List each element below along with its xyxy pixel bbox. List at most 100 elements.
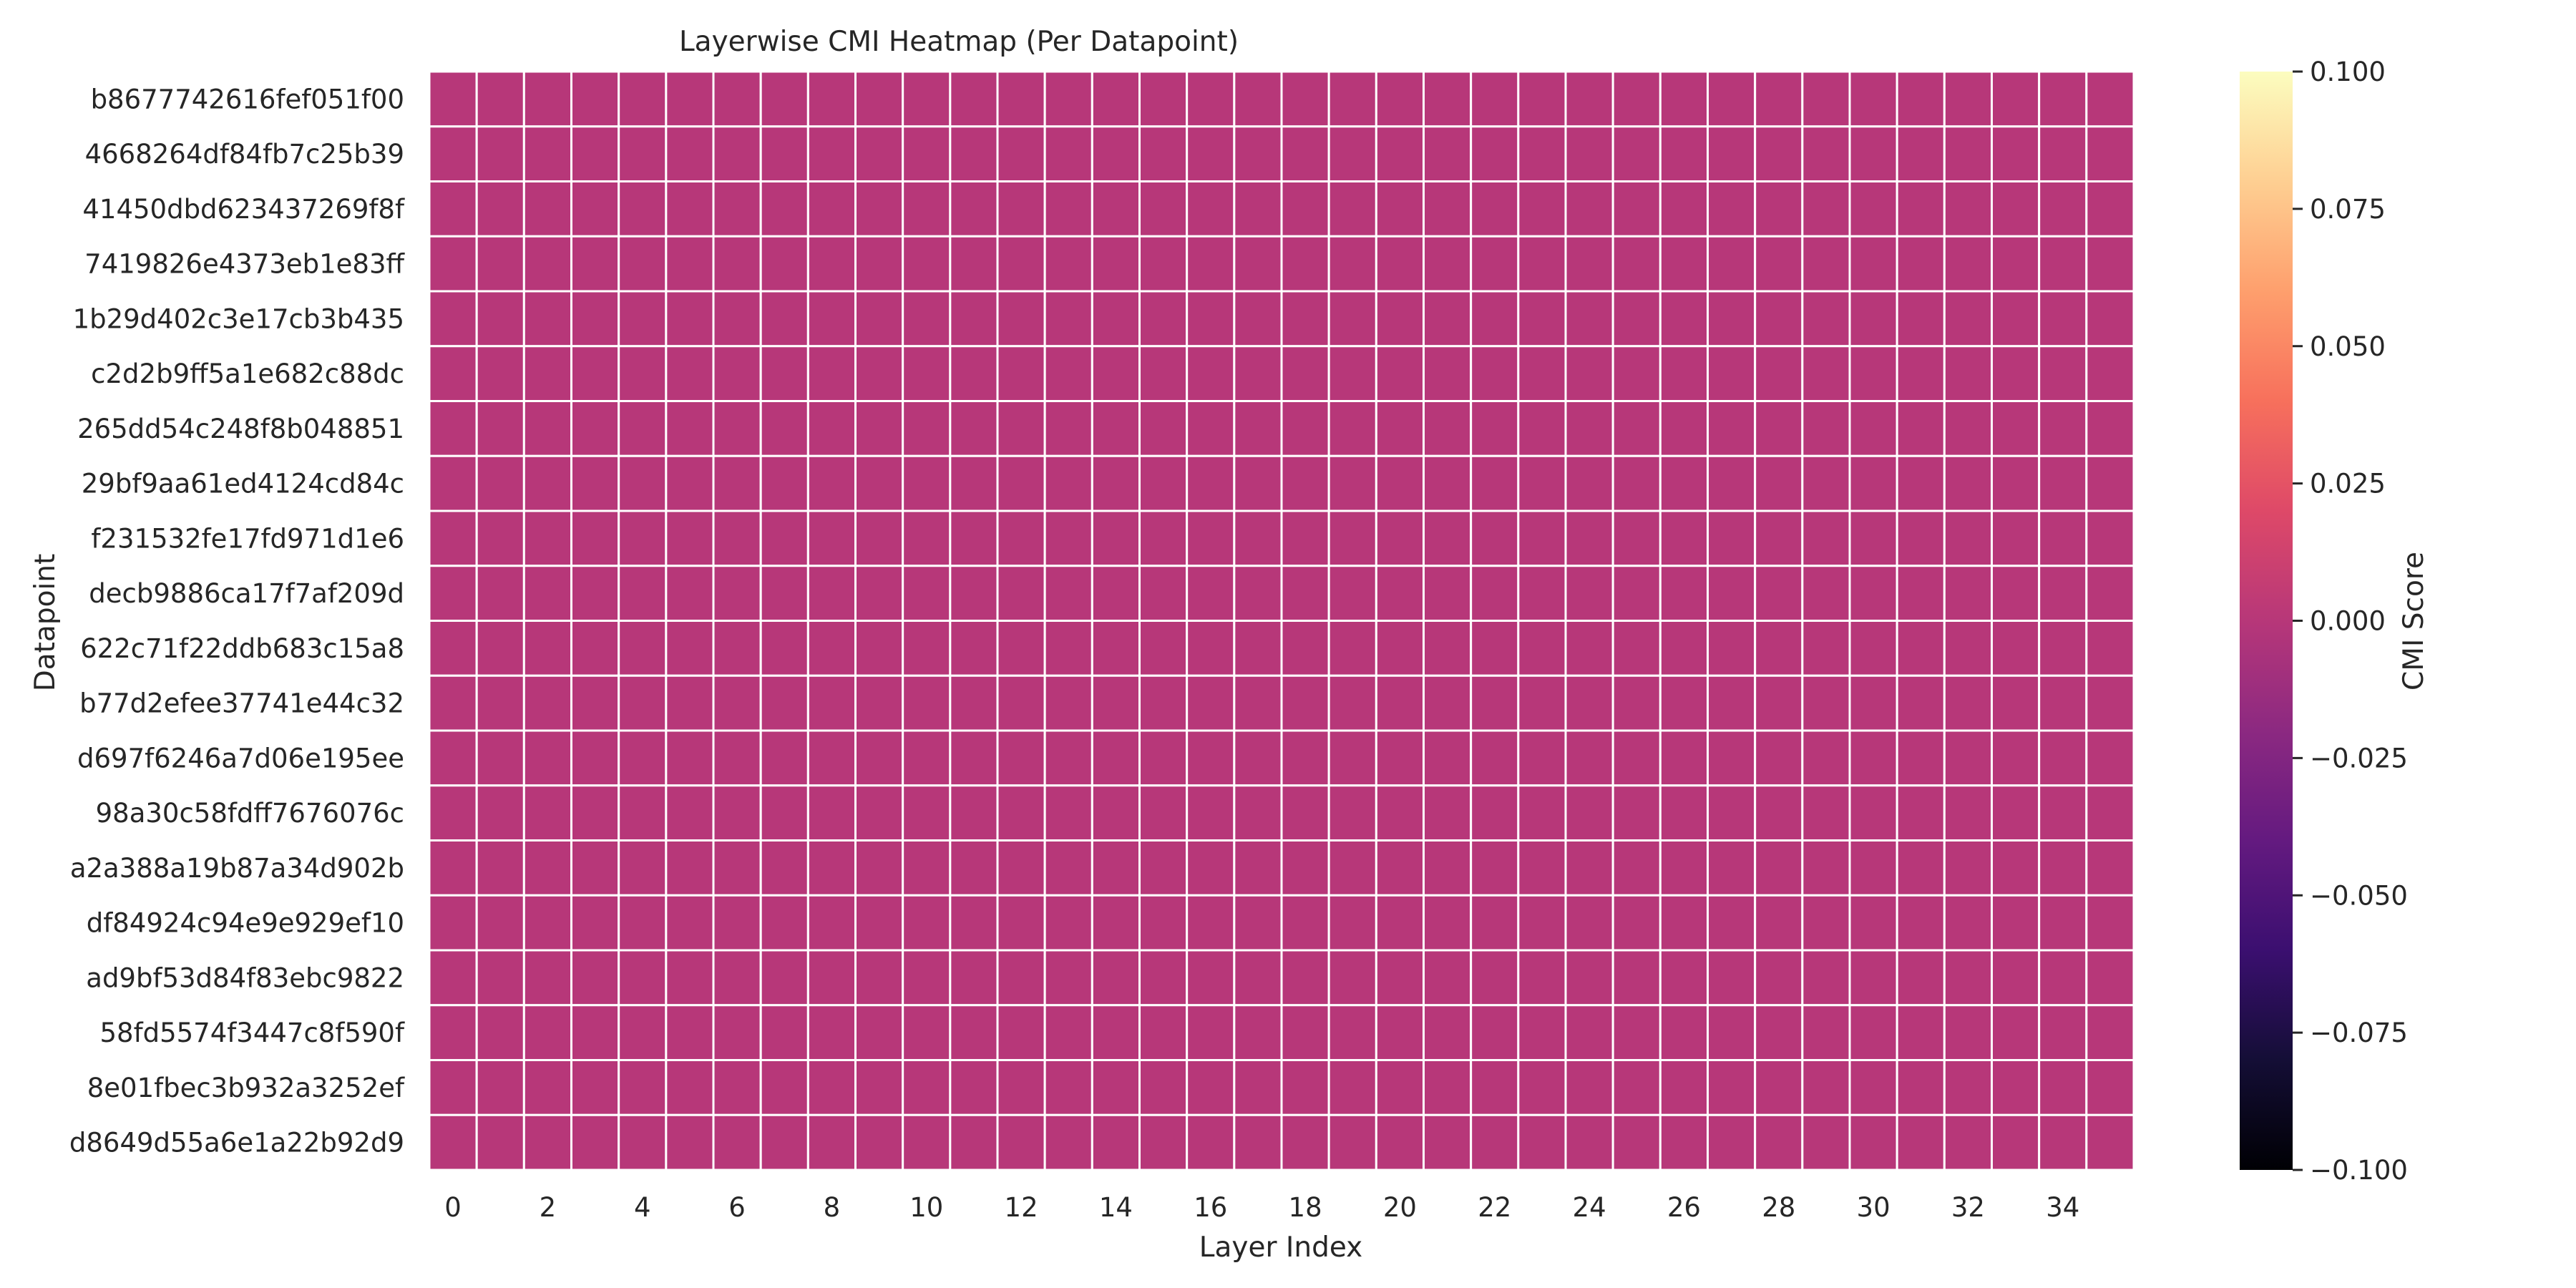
heatmap-cell: [1470, 894, 1520, 952]
heatmap-cell: [712, 180, 762, 238]
y-tick-label: 8e01fbec3b932a3252ef: [87, 1073, 405, 1103]
heatmap-cell: [1517, 1059, 1567, 1116]
heatmap-cell: [1564, 180, 1614, 238]
heatmap-cell: [570, 454, 620, 512]
heatmap-cell: [2038, 454, 2088, 512]
heatmap-cell: [1943, 70, 1993, 128]
heatmap-cell: [1138, 894, 1189, 952]
heatmap-cell: [522, 1059, 572, 1116]
heatmap-cell: [2038, 125, 2088, 182]
heatmap-cell: [1801, 235, 1851, 293]
heatmap-cell: [1517, 949, 1567, 1007]
heatmap-cell: [475, 620, 525, 677]
heatmap-cell: [2038, 565, 2088, 622]
heatmap-cell: [570, 235, 620, 293]
heatmap-cell: [1801, 784, 1851, 841]
heatmap-cell: [806, 729, 857, 787]
heatmap-cell: [1233, 345, 1283, 402]
heatmap-cell: [996, 1113, 1046, 1171]
heatmap-cell: [665, 949, 715, 1007]
heatmap-cell: [1659, 454, 1709, 512]
heatmap-cell: [1564, 1113, 1614, 1171]
heatmap-cell: [618, 565, 668, 622]
heatmap-cell: [1280, 565, 1330, 622]
x-tick-label: 12: [1005, 1192, 1038, 1223]
heatmap-cell: [1043, 454, 1093, 512]
heatmap-cell: [1423, 125, 1473, 182]
heatmap-cell: [665, 784, 715, 841]
colorbar-tick-label: −0.025: [2310, 743, 2408, 774]
heatmap-cell: [1517, 565, 1567, 622]
heatmap-cell: [1470, 1113, 1520, 1171]
heatmap-cell: [996, 620, 1046, 677]
heatmap-cell: [1991, 400, 2041, 457]
heatmap-cell: [1423, 674, 1473, 732]
heatmap-cell: [2038, 509, 2088, 567]
heatmap-cell: [1327, 729, 1377, 787]
y-tick-label: 58fd5574f3447c8f590f: [100, 1018, 405, 1048]
heatmap-cell: [996, 509, 1046, 567]
heatmap-cell: [522, 454, 572, 512]
heatmap-cell: [1233, 180, 1283, 238]
x-tick-label: 34: [2046, 1192, 2079, 1223]
heatmap-cell: [759, 509, 809, 567]
heatmap-cell: [902, 894, 952, 952]
heatmap-cell: [1564, 125, 1614, 182]
heatmap-cell: [1280, 125, 1330, 182]
heatmap-cell: [806, 839, 857, 897]
heatmap-cell: [2085, 70, 2135, 128]
heatmap-cell: [806, 620, 857, 677]
heatmap-cell: [1375, 70, 1425, 128]
heatmap-cell: [475, 290, 525, 348]
heatmap-cell: [1280, 235, 1330, 293]
heatmap-cell: [428, 674, 478, 732]
x-tick-label: 30: [1857, 1192, 1890, 1223]
heatmap-cell: [1233, 70, 1283, 128]
heatmap-cell: [1043, 674, 1093, 732]
heatmap-cell: [1659, 400, 1709, 457]
colorbar-tick-label: 0.050: [2310, 331, 2386, 362]
heatmap-cell: [1991, 784, 2041, 841]
heatmap-cell: [1138, 180, 1189, 238]
heatmap-cell: [1707, 1004, 1757, 1061]
heatmap-cell: [1848, 784, 1898, 841]
heatmap-cell: [2038, 1004, 2088, 1061]
heatmap-cell: [1233, 620, 1283, 677]
heatmap-cell: [1280, 784, 1330, 841]
heatmap-cell: [854, 509, 904, 567]
heatmap-cell: [1848, 290, 1898, 348]
heatmap-cell: [475, 784, 525, 841]
heatmap-cell: [570, 949, 620, 1007]
heatmap-cell: [1659, 1113, 1709, 1171]
heatmap-cell: [1801, 839, 1851, 897]
heatmap-cell: [618, 1059, 668, 1116]
heatmap-cell: [1186, 1059, 1236, 1116]
heatmap-cell: [806, 1004, 857, 1061]
heatmap-cell: [1091, 565, 1141, 622]
heatmap-cell: [806, 949, 857, 1007]
heatmap-cell: [1470, 1059, 1520, 1116]
heatmap-cell: [522, 620, 572, 677]
heatmap-cell: [1801, 345, 1851, 402]
heatmap-cell: [618, 949, 668, 1007]
heatmap-cell: [1611, 509, 1662, 567]
heatmap-cell: [1375, 400, 1425, 457]
heatmap-cell: [1754, 784, 1804, 841]
heatmap-cell: [1233, 839, 1283, 897]
heatmap-cell: [854, 454, 904, 512]
heatmap-cell: [1423, 565, 1473, 622]
heatmap-cell: [1423, 345, 1473, 402]
heatmap-cell: [949, 949, 999, 1007]
heatmap-cell: [1754, 290, 1804, 348]
heatmap-cell: [1564, 894, 1614, 952]
heatmap-cell: [2038, 400, 2088, 457]
heatmap-cell: [1991, 180, 2041, 238]
heatmap-cell: [1280, 674, 1330, 732]
heatmap-cell: [806, 674, 857, 732]
heatmap-cell: [1707, 509, 1757, 567]
heatmap-cell: [996, 125, 1046, 182]
heatmap-cell: [1659, 565, 1709, 622]
heatmap-cell: [475, 1113, 525, 1171]
heatmap-cell: [2085, 509, 2135, 567]
heatmap-cell: [854, 70, 904, 128]
